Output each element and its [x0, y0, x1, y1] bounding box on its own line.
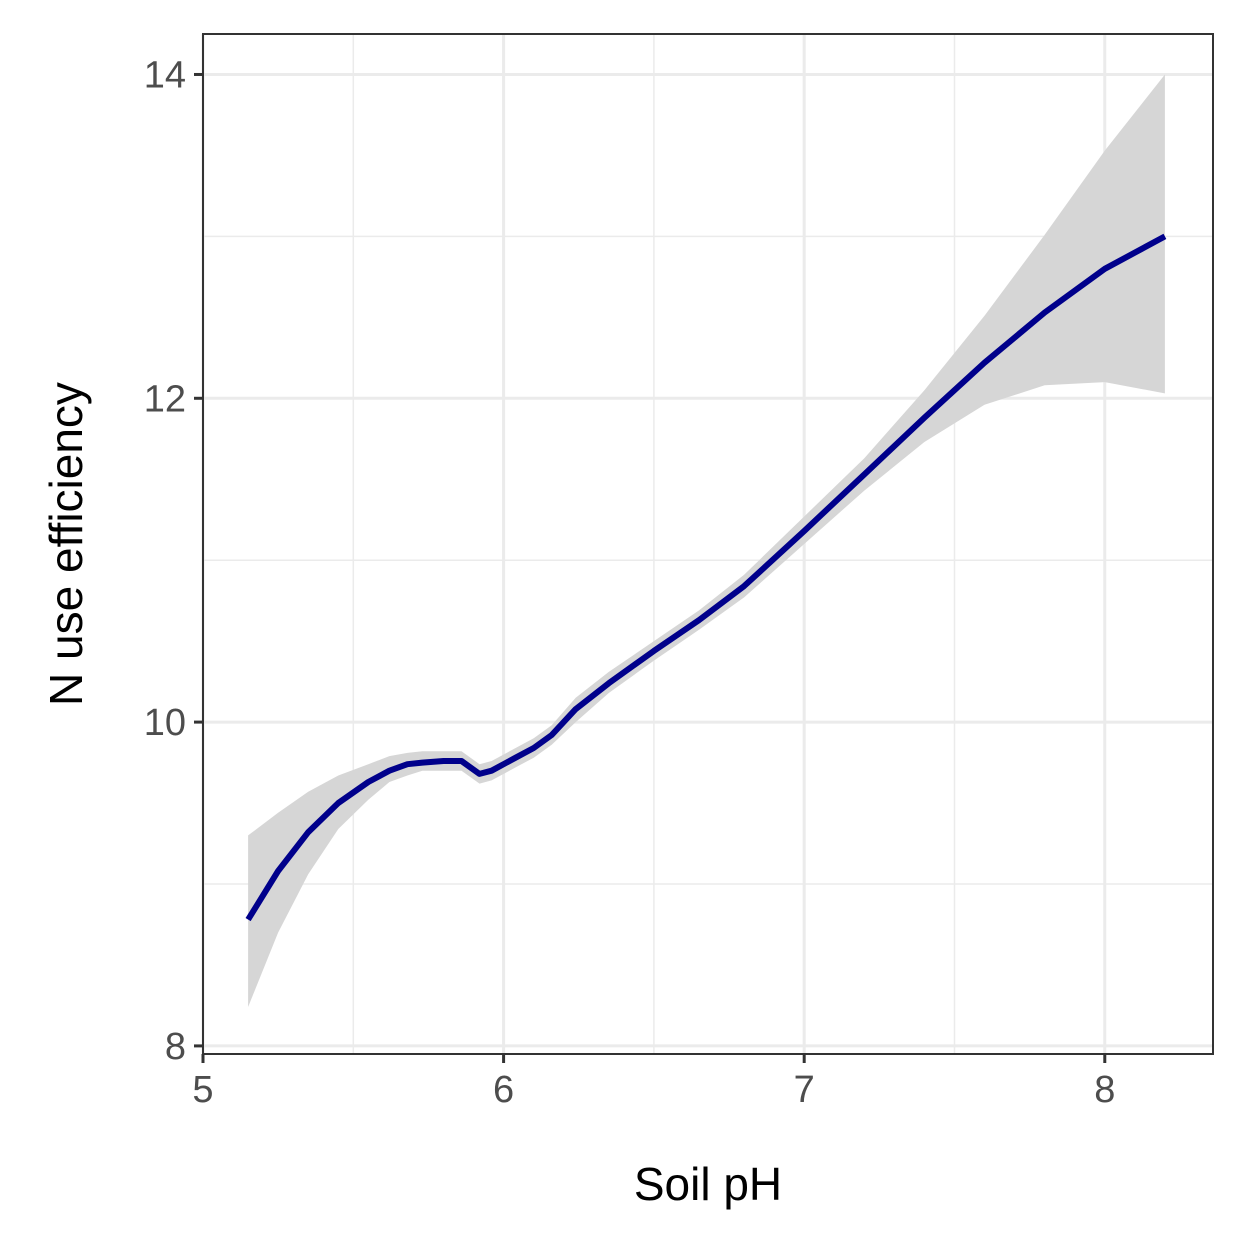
- panel-border: [202, 33, 1214, 1055]
- y-tick-label-2: 12: [144, 378, 186, 420]
- x-tick-label-3: 8: [1094, 1069, 1115, 1111]
- grid-layer: [201, 34, 1213, 1054]
- y-tick-label-0: 8: [165, 1026, 186, 1068]
- y-axis-title: N use efficiency: [40, 382, 92, 706]
- x-tick-label-1: 6: [493, 1069, 514, 1111]
- y-tick-label-3: 14: [144, 54, 186, 96]
- x-axis-title: Soil pH: [634, 1158, 782, 1210]
- y-tick-label-1: 10: [144, 702, 186, 744]
- axis-ticks: 5 6 7 8 8 10 12 14: [144, 54, 1116, 1111]
- x-tick-label-0: 5: [192, 1069, 213, 1111]
- trend-line: [245, 233, 1167, 922]
- trend-line-layer: [245, 233, 1167, 922]
- x-tick-label-2: 7: [794, 1069, 815, 1111]
